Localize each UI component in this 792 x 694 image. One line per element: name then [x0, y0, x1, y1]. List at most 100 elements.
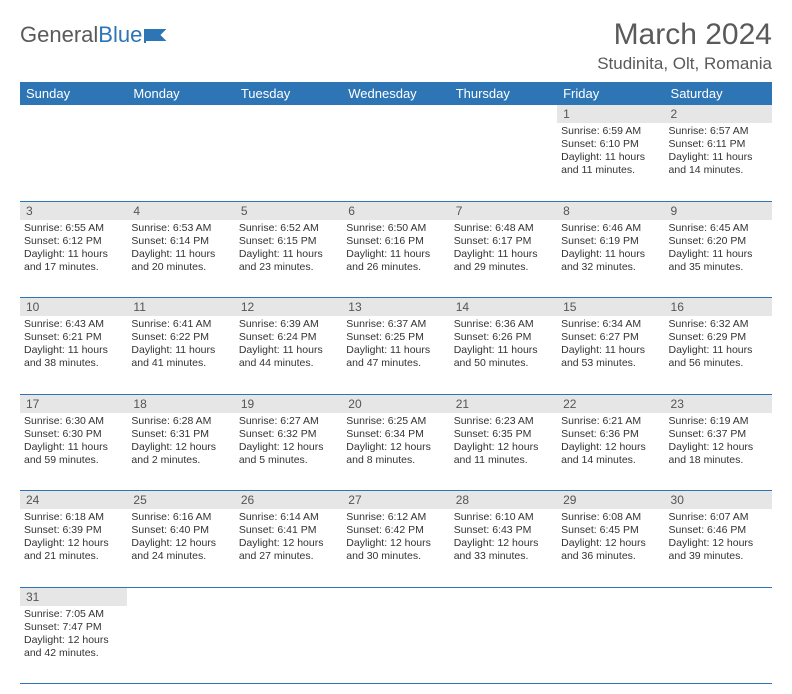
- sunrise-line: Sunrise: 6:30 AM: [24, 415, 123, 428]
- sunrise-line: Sunrise: 6:28 AM: [131, 415, 230, 428]
- logo: GeneralBlue: [20, 18, 170, 48]
- sunset-line: Sunset: 6:37 PM: [669, 428, 768, 441]
- daylight-line: Daylight: 12 hours and 11 minutes.: [454, 441, 553, 467]
- day-number-cell: 30: [665, 491, 772, 510]
- sunset-line: Sunset: 6:27 PM: [561, 331, 660, 344]
- sunrise-line: Sunrise: 6:34 AM: [561, 318, 660, 331]
- day-header: Saturday: [665, 82, 772, 105]
- day-number-cell: [20, 105, 127, 123]
- day-number-row: 17181920212223: [20, 394, 772, 413]
- daylight-line: Daylight: 12 hours and 14 minutes.: [561, 441, 660, 467]
- title-block: March 2024 Studinita, Olt, Romania: [597, 18, 772, 74]
- sunrise-line: Sunrise: 6:32 AM: [669, 318, 768, 331]
- day-details: Sunrise: 6:08 AMSunset: 6:45 PMDaylight:…: [561, 511, 660, 564]
- daylight-line: Daylight: 12 hours and 24 minutes.: [131, 537, 230, 563]
- daylight-line: Daylight: 12 hours and 42 minutes.: [24, 634, 123, 660]
- day-cell: Sunrise: 6:57 AMSunset: 6:11 PMDaylight:…: [665, 123, 772, 201]
- day-cell: Sunrise: 6:12 AMSunset: 6:42 PMDaylight:…: [342, 509, 449, 587]
- day-number-cell: 11: [127, 298, 234, 317]
- day-number-cell: 26: [235, 491, 342, 510]
- sunrise-line: Sunrise: 6:18 AM: [24, 511, 123, 524]
- day-details: Sunrise: 6:37 AMSunset: 6:25 PMDaylight:…: [346, 318, 445, 371]
- day-details: Sunrise: 6:12 AMSunset: 6:42 PMDaylight:…: [346, 511, 445, 564]
- day-details: Sunrise: 6:30 AMSunset: 6:30 PMDaylight:…: [24, 415, 123, 468]
- month-title: March 2024: [597, 18, 772, 52]
- daylight-line: Daylight: 12 hours and 33 minutes.: [454, 537, 553, 563]
- page-header: GeneralBlue March 2024 Studinita, Olt, R…: [20, 18, 772, 74]
- daylight-line: Daylight: 12 hours and 30 minutes.: [346, 537, 445, 563]
- day-number-cell: [127, 105, 234, 123]
- day-cell: Sunrise: 6:08 AMSunset: 6:45 PMDaylight:…: [557, 509, 664, 587]
- sunset-line: Sunset: 6:20 PM: [669, 235, 768, 248]
- day-details: Sunrise: 6:43 AMSunset: 6:21 PMDaylight:…: [24, 318, 123, 371]
- daylight-line: Daylight: 11 hours and 47 minutes.: [346, 344, 445, 370]
- day-number-cell: 16: [665, 298, 772, 317]
- day-cell: Sunrise: 6:14 AMSunset: 6:41 PMDaylight:…: [235, 509, 342, 587]
- day-number-cell: 23: [665, 394, 772, 413]
- day-details: Sunrise: 6:25 AMSunset: 6:34 PMDaylight:…: [346, 415, 445, 468]
- daylight-line: Daylight: 11 hours and 35 minutes.: [669, 248, 768, 274]
- day-number-cell: 5: [235, 201, 342, 220]
- day-cell: Sunrise: 7:05 AMSunset: 7:47 PMDaylight:…: [20, 606, 127, 684]
- day-details: Sunrise: 6:52 AMSunset: 6:15 PMDaylight:…: [239, 222, 338, 275]
- daylight-line: Daylight: 11 hours and 14 minutes.: [669, 151, 768, 177]
- day-cell: Sunrise: 6:30 AMSunset: 6:30 PMDaylight:…: [20, 413, 127, 491]
- day-number-cell: 27: [342, 491, 449, 510]
- day-number-cell: 8: [557, 201, 664, 220]
- sunset-line: Sunset: 6:45 PM: [561, 524, 660, 537]
- day-number-cell: 18: [127, 394, 234, 413]
- daylight-line: Daylight: 11 hours and 17 minutes.: [24, 248, 123, 274]
- sunrise-line: Sunrise: 6:45 AM: [669, 222, 768, 235]
- day-cell: Sunrise: 6:34 AMSunset: 6:27 PMDaylight:…: [557, 316, 664, 394]
- sunrise-line: Sunrise: 6:39 AM: [239, 318, 338, 331]
- daylight-line: Daylight: 11 hours and 26 minutes.: [346, 248, 445, 274]
- day-number-cell: 6: [342, 201, 449, 220]
- sunrise-line: Sunrise: 6:27 AM: [239, 415, 338, 428]
- day-cell: Sunrise: 6:19 AMSunset: 6:37 PMDaylight:…: [665, 413, 772, 491]
- sunset-line: Sunset: 6:15 PM: [239, 235, 338, 248]
- day-cell: Sunrise: 6:43 AMSunset: 6:21 PMDaylight:…: [20, 316, 127, 394]
- sunset-line: Sunset: 6:14 PM: [131, 235, 230, 248]
- day-number-cell: [235, 105, 342, 123]
- day-cell: Sunrise: 6:41 AMSunset: 6:22 PMDaylight:…: [127, 316, 234, 394]
- daylight-line: Daylight: 11 hours and 11 minutes.: [561, 151, 660, 177]
- day-number-cell: 20: [342, 394, 449, 413]
- sunset-line: Sunset: 6:35 PM: [454, 428, 553, 441]
- day-details: Sunrise: 6:41 AMSunset: 6:22 PMDaylight:…: [131, 318, 230, 371]
- day-details: Sunrise: 6:28 AMSunset: 6:31 PMDaylight:…: [131, 415, 230, 468]
- day-details: Sunrise: 6:39 AMSunset: 6:24 PMDaylight:…: [239, 318, 338, 371]
- day-number-cell: 9: [665, 201, 772, 220]
- sunset-line: Sunset: 6:32 PM: [239, 428, 338, 441]
- day-details: Sunrise: 6:32 AMSunset: 6:29 PMDaylight:…: [669, 318, 768, 371]
- daylight-line: Daylight: 11 hours and 29 minutes.: [454, 248, 553, 274]
- daylight-line: Daylight: 12 hours and 8 minutes.: [346, 441, 445, 467]
- sunset-line: Sunset: 6:30 PM: [24, 428, 123, 441]
- day-number-cell: 10: [20, 298, 127, 317]
- sunrise-line: Sunrise: 6:48 AM: [454, 222, 553, 235]
- day-details: Sunrise: 7:05 AMSunset: 7:47 PMDaylight:…: [24, 608, 123, 661]
- day-cell: Sunrise: 6:21 AMSunset: 6:36 PMDaylight:…: [557, 413, 664, 491]
- sunset-line: Sunset: 6:21 PM: [24, 331, 123, 344]
- sunrise-line: Sunrise: 6:07 AM: [669, 511, 768, 524]
- day-header: Sunday: [20, 82, 127, 105]
- day-number-cell: 24: [20, 491, 127, 510]
- sunrise-line: Sunrise: 6:25 AM: [346, 415, 445, 428]
- day-number-cell: 14: [450, 298, 557, 317]
- day-details: Sunrise: 6:34 AMSunset: 6:27 PMDaylight:…: [561, 318, 660, 371]
- day-details: Sunrise: 6:23 AMSunset: 6:35 PMDaylight:…: [454, 415, 553, 468]
- day-number-cell: 19: [235, 394, 342, 413]
- sunrise-line: Sunrise: 6:16 AM: [131, 511, 230, 524]
- sunset-line: Sunset: 6:10 PM: [561, 138, 660, 151]
- daylight-line: Daylight: 11 hours and 53 minutes.: [561, 344, 660, 370]
- day-number-cell: 7: [450, 201, 557, 220]
- sunrise-line: Sunrise: 6:43 AM: [24, 318, 123, 331]
- sunset-line: Sunset: 6:24 PM: [239, 331, 338, 344]
- day-cell: Sunrise: 6:48 AMSunset: 6:17 PMDaylight:…: [450, 220, 557, 298]
- day-number-cell: [665, 587, 772, 606]
- sunset-line: Sunset: 7:47 PM: [24, 621, 123, 634]
- day-cell: Sunrise: 6:18 AMSunset: 6:39 PMDaylight:…: [20, 509, 127, 587]
- daylight-line: Daylight: 11 hours and 59 minutes.: [24, 441, 123, 467]
- daylight-line: Daylight: 11 hours and 38 minutes.: [24, 344, 123, 370]
- day-cell: [450, 123, 557, 201]
- day-number-cell: [450, 587, 557, 606]
